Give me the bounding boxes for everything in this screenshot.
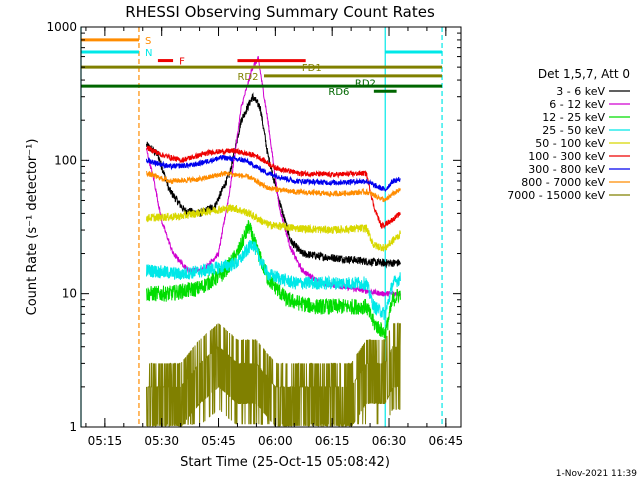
legend-label-100-300-kev: 100 - 300 keV [528, 150, 605, 163]
chart-title: RHESSI Observing Summary Count Rates [125, 3, 435, 21]
flag-label-fd1-0: FD1 [302, 63, 322, 74]
y-axis: 1 10 100 1000 [46, 20, 461, 434]
x-tick-label-06-45: 06:45 [429, 434, 464, 448]
x-axis: 05:15 05:30 05:45 06:00 06:15 06:30 06:45 [85, 27, 464, 448]
flag-label-rd2-1: RD2 [237, 72, 258, 83]
legend-label-7000-15000-kev: 7000 - 15000 keV [507, 189, 605, 202]
y-axis-label: Count Rate (s⁻¹ detector⁻¹) [25, 139, 40, 316]
flag-letter-n: N [145, 48, 152, 59]
legend-label-25-50-kev: 25 - 50 keV [542, 124, 605, 137]
x-tick-label-05-30: 05:30 [144, 434, 179, 448]
series-line-100-300-kev [146, 145, 401, 230]
y-tick-label-1: 1 [69, 420, 77, 434]
legend-label-3-6-kev: 3 - 6 keV [556, 85, 605, 98]
series-line-25-50-kev [146, 239, 401, 320]
footer-date: 1-Nov-2021 11:39 [556, 469, 638, 479]
flag-letter-f: F [179, 57, 185, 68]
series-layer [146, 55, 401, 427]
series-line-800-7000-kev [146, 170, 401, 203]
series-line-50-100-kev [146, 203, 401, 252]
legend-label-50-100-kev: 50 - 100 keV [535, 137, 605, 150]
flag-letter-s: S [145, 36, 151, 47]
x-tick-label-06-00: 06:00 [258, 434, 293, 448]
series-line-7000-15000-kev [146, 322, 401, 427]
legend-label-12-25-kev: 12 - 25 keV [542, 111, 605, 124]
x-tick-label-06-30: 06:30 [372, 434, 407, 448]
legend-title: Det 1,5,7, Att 0 [538, 67, 630, 81]
x-tick-label-05-15: 05:15 [88, 434, 123, 448]
plot-frame [80, 26, 462, 428]
y-tick-label-100: 100 [54, 153, 77, 167]
flag-bars: SN F FD1 RD2 RD2 RD6 [81, 36, 443, 98]
x-tick-label-05-45: 05:45 [201, 434, 236, 448]
flag-label-rd2-2: RD2 [355, 78, 376, 89]
series-line-300-800-kev [146, 154, 401, 193]
x-tick-label-06-15: 06:15 [315, 434, 350, 448]
series-line-12-25-kev [146, 219, 401, 342]
flag-label-rd6-3: RD6 [328, 87, 349, 98]
y-tick-label-1000: 1000 [46, 20, 77, 34]
x-axis-label: Start Time (25-Oct-15 05:08:42) [180, 455, 390, 470]
legend-label-300-800-kev: 300 - 800 keV [528, 163, 605, 176]
y-tick-label-10: 10 [62, 287, 77, 301]
legend-label-6-12-kev: 6 - 12 keV [549, 98, 605, 111]
legend-label-800-7000-kev: 800 - 7000 keV [521, 176, 605, 189]
